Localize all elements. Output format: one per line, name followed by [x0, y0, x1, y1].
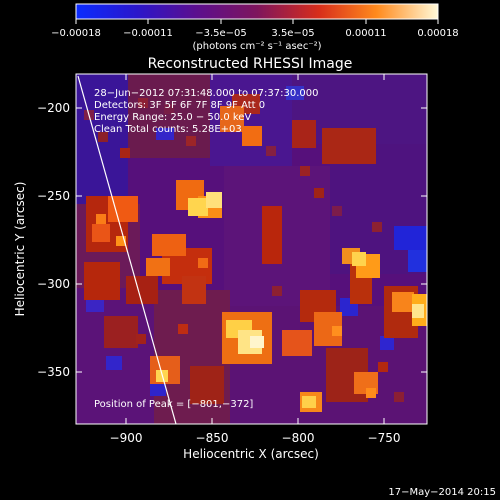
- x-tick-label: −850: [196, 431, 229, 445]
- colorbar-units-label: (photons cm⁻² s⁻¹ asec⁻²): [192, 41, 321, 52]
- colorbar-tick-label: −0.00011: [123, 28, 173, 39]
- time-range-label: 28−Jun−2012 07:31:48.000 to 07:37:30.000: [94, 88, 319, 99]
- limb-line: [77, 75, 177, 424]
- y-tick-label: −300: [37, 277, 70, 291]
- y-axis-ticks: [76, 107, 427, 373]
- x-tick-label: −900: [110, 431, 143, 445]
- plot-title: Reconstructed RHESSI Image: [148, 56, 353, 72]
- x-tick-label: −800: [282, 431, 315, 445]
- detectors-label: Detectors: 3F 5F 6F 7F 8F 9F Att 0: [94, 100, 265, 111]
- energy-range-label: Energy Range: 25.0 − 50.0 keV: [94, 112, 251, 123]
- colorbar: −0.00018 −0.00011 −3.5e−05 3.5e−05 0.000…: [51, 3, 459, 52]
- colorbar-ticks: [75, 19, 439, 24]
- x-tick-label: −750: [368, 431, 401, 445]
- colorbar-tick-label: 0.00018: [417, 28, 458, 39]
- y-axis-label: Heliocentric Y (arcsec): [13, 182, 27, 317]
- colorbar-gradient: [75, 3, 439, 20]
- peak-position-label: Position of Peak = [−801,−372]: [94, 399, 253, 410]
- y-tick-label: −200: [37, 101, 70, 115]
- clean-total-counts-label: Clean Total counts: 5.28E+03: [94, 124, 242, 135]
- y-tick-label: −250: [37, 189, 70, 203]
- colorbar-tick-label: −0.00018: [51, 28, 101, 39]
- plot-area: 28−Jun−2012 07:31:48.000 to 07:37:30.000…: [75, 73, 428, 425]
- colorbar-tick-label: −3.5e−05: [195, 28, 247, 39]
- x-axis-label: Heliocentric X (arcsec): [183, 447, 319, 461]
- plot-frame: [75, 73, 428, 425]
- heatmap-field: [76, 74, 427, 424]
- y-tick-label: −350: [37, 365, 70, 379]
- colorbar-tick-label: 0.00011: [345, 28, 386, 39]
- generation-date: 17−May−2014 20:15: [388, 487, 496, 498]
- colorbar-tick-label: 3.5e−05: [271, 28, 314, 39]
- x-axis-ticks: [125, 74, 385, 424]
